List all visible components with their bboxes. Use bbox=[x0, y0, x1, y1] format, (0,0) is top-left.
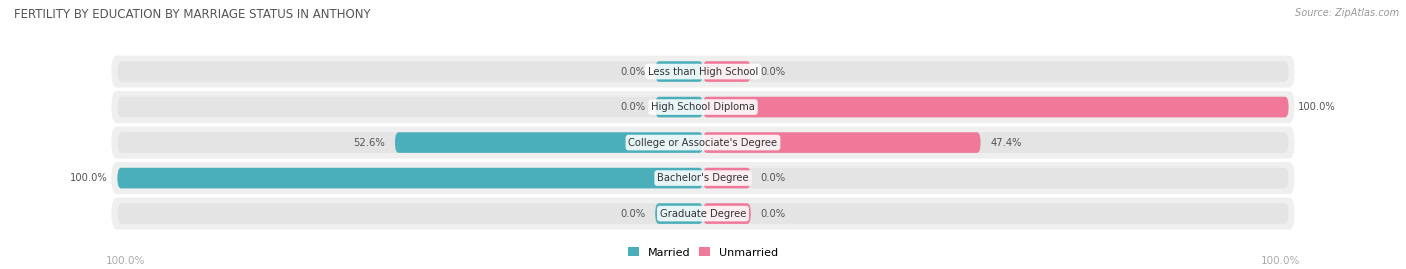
Text: Graduate Degree: Graduate Degree bbox=[659, 208, 747, 219]
Text: College or Associate's Degree: College or Associate's Degree bbox=[628, 137, 778, 148]
FancyBboxPatch shape bbox=[655, 97, 703, 117]
FancyBboxPatch shape bbox=[395, 132, 703, 153]
FancyBboxPatch shape bbox=[703, 168, 751, 188]
Text: 0.0%: 0.0% bbox=[620, 208, 645, 219]
FancyBboxPatch shape bbox=[111, 198, 1295, 229]
Text: 100.0%: 100.0% bbox=[1261, 256, 1301, 266]
Text: 100.0%: 100.0% bbox=[105, 256, 145, 266]
FancyBboxPatch shape bbox=[111, 162, 1295, 194]
FancyBboxPatch shape bbox=[111, 91, 1295, 123]
Text: Less than High School: Less than High School bbox=[648, 66, 758, 77]
Text: 0.0%: 0.0% bbox=[620, 66, 645, 77]
FancyBboxPatch shape bbox=[118, 132, 1288, 153]
FancyBboxPatch shape bbox=[118, 203, 1288, 224]
Text: Source: ZipAtlas.com: Source: ZipAtlas.com bbox=[1295, 8, 1399, 18]
Text: 0.0%: 0.0% bbox=[761, 66, 786, 77]
FancyBboxPatch shape bbox=[703, 203, 751, 224]
FancyBboxPatch shape bbox=[111, 56, 1295, 87]
FancyBboxPatch shape bbox=[703, 97, 1288, 117]
Text: 47.4%: 47.4% bbox=[990, 137, 1022, 148]
FancyBboxPatch shape bbox=[118, 61, 1288, 82]
FancyBboxPatch shape bbox=[118, 168, 703, 188]
Legend: Married, Unmarried: Married, Unmarried bbox=[623, 243, 783, 262]
FancyBboxPatch shape bbox=[703, 61, 751, 82]
Text: Bachelor's Degree: Bachelor's Degree bbox=[657, 173, 749, 183]
Text: 52.6%: 52.6% bbox=[354, 137, 385, 148]
FancyBboxPatch shape bbox=[118, 168, 1288, 188]
FancyBboxPatch shape bbox=[703, 132, 980, 153]
FancyBboxPatch shape bbox=[111, 127, 1295, 158]
FancyBboxPatch shape bbox=[655, 203, 703, 224]
Text: 0.0%: 0.0% bbox=[761, 173, 786, 183]
Text: High School Diploma: High School Diploma bbox=[651, 102, 755, 112]
Text: 100.0%: 100.0% bbox=[70, 173, 108, 183]
Text: FERTILITY BY EDUCATION BY MARRIAGE STATUS IN ANTHONY: FERTILITY BY EDUCATION BY MARRIAGE STATU… bbox=[14, 8, 371, 21]
FancyBboxPatch shape bbox=[118, 97, 1288, 117]
Text: 100.0%: 100.0% bbox=[1298, 102, 1336, 112]
Text: 0.0%: 0.0% bbox=[620, 102, 645, 112]
Text: 0.0%: 0.0% bbox=[761, 208, 786, 219]
FancyBboxPatch shape bbox=[655, 61, 703, 82]
